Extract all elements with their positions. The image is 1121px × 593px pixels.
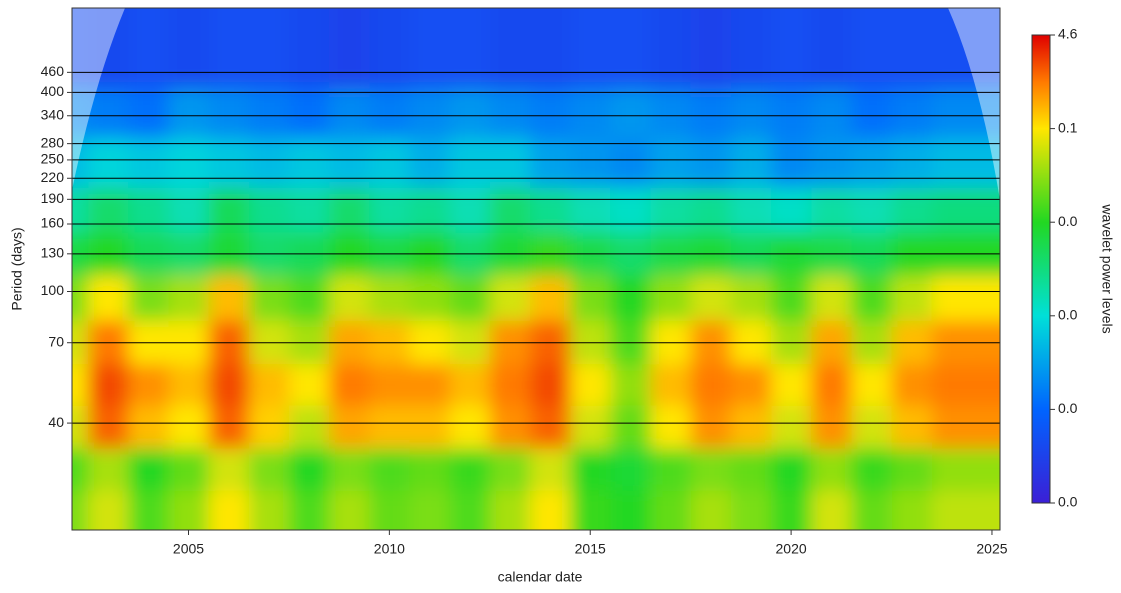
colorbar-tick-label: 0.0 bbox=[1058, 213, 1078, 229]
x-tick-label: 2010 bbox=[374, 541, 405, 557]
y-tick-label: 160 bbox=[41, 215, 65, 231]
x-tick-label: 2015 bbox=[575, 541, 606, 557]
y-tick-label: 70 bbox=[48, 333, 64, 349]
heat-cell bbox=[931, 8, 1000, 89]
x-axis-label: calendar date bbox=[498, 569, 583, 585]
y-tick-label: 340 bbox=[41, 106, 65, 122]
grid bbox=[72, 71, 1000, 424]
x-tick-label: 2025 bbox=[976, 541, 1007, 557]
y-tick-label: 250 bbox=[41, 151, 65, 167]
x-tick-label: 2020 bbox=[776, 541, 807, 557]
colorbar-tick-label: 0.0 bbox=[1058, 494, 1078, 510]
x-tick-label: 2005 bbox=[173, 541, 204, 557]
colorbar-tick-label: 0.0 bbox=[1058, 307, 1078, 323]
colorbar-tick-label: 0.1 bbox=[1058, 119, 1078, 135]
y-tick-label: 220 bbox=[41, 169, 65, 185]
y-tick-label: 100 bbox=[41, 282, 65, 298]
colorbar-tick-label: 0.0 bbox=[1058, 400, 1078, 416]
heatmap bbox=[72, 8, 1000, 530]
y-tick-label: 130 bbox=[41, 245, 65, 261]
colorbar-tick-label: 4.6 bbox=[1058, 26, 1078, 42]
colorbar bbox=[1031, 34, 1051, 504]
y-axis-label: Period (days) bbox=[9, 227, 25, 310]
y-tick-label: 400 bbox=[41, 83, 65, 99]
cone-of-influence bbox=[72, 8, 1000, 200]
y-tick-label: 280 bbox=[41, 134, 65, 150]
y-tick-label: 460 bbox=[41, 63, 65, 79]
y-tick-label: 190 bbox=[41, 190, 65, 206]
plot-frame bbox=[71, 7, 1001, 531]
y-tick-label: 40 bbox=[48, 414, 64, 430]
colorbar-label: wavelet power levels bbox=[1099, 203, 1115, 333]
